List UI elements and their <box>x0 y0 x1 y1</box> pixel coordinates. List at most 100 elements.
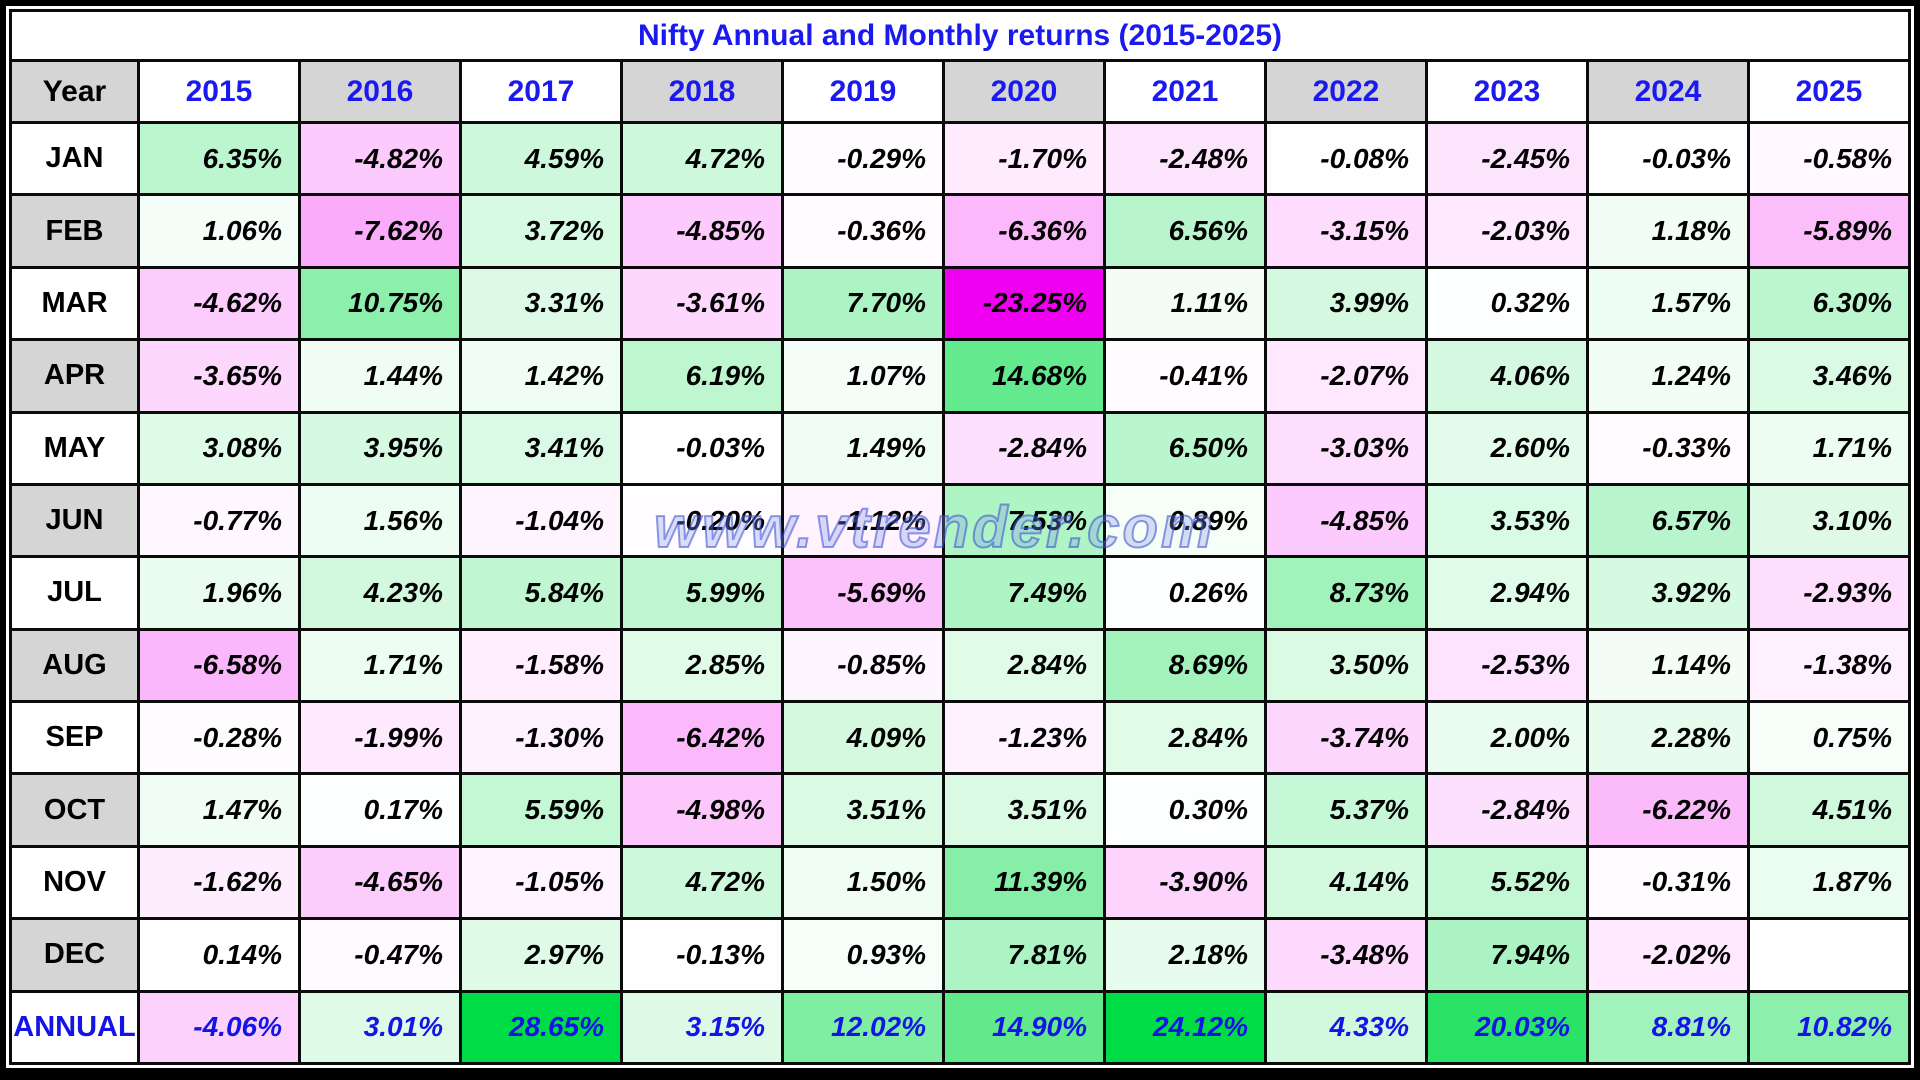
return-cell: 1.11% <box>1103 265 1267 342</box>
return-cell: -4.98% <box>620 772 784 848</box>
return-cell: -5.89% <box>1747 193 1911 269</box>
return-cell: -4.06% <box>137 989 301 1065</box>
return-cell: 7.94% <box>1425 917 1589 993</box>
return-cell: 3.99% <box>1264 265 1428 342</box>
return-cell: -3.65% <box>137 338 301 414</box>
return-cell: 3.41% <box>459 410 623 486</box>
return-cell: 1.57% <box>1586 265 1750 342</box>
return-cell: 0.17% <box>298 772 462 848</box>
return-cell: 3.10% <box>1747 482 1911 559</box>
return-cell: 0.93% <box>781 917 945 993</box>
table-row: MAR -4.62% 10.75% 3.31% -3.61% 7.70% -23.25% 1.… <box>9 265 1911 342</box>
return-cell: 5.59% <box>459 772 623 848</box>
return-cell: -0.13% <box>620 917 784 993</box>
return-cell: 2.28% <box>1586 699 1750 776</box>
return-cell: 6.56% <box>1103 193 1267 269</box>
table-row: MAY 3.08% 3.95% 3.41% -0.03% 1.49% -2.84% 6.50%… <box>9 410 1911 486</box>
return-cell: -4.62% <box>137 265 301 342</box>
return-cell: 5.37% <box>1264 772 1428 848</box>
return-cell: 10.75% <box>298 265 462 342</box>
return-cell: -5.69% <box>781 555 945 631</box>
return-cell: 1.24% <box>1586 338 1750 414</box>
return-cell: -2.45% <box>1425 120 1589 197</box>
month-label-cell: APR <box>9 338 140 414</box>
return-cell: 3.08% <box>137 410 301 486</box>
month-label-cell: AUG <box>9 627 140 704</box>
return-cell: -6.36% <box>942 193 1106 269</box>
return-cell: -0.28% <box>137 699 301 776</box>
return-cell: 0.26% <box>1103 555 1267 631</box>
year-header-cell: 2018 <box>620 59 784 124</box>
returns-heatmap-table: Nifty Annual and Monthly returns (2015-2… <box>9 9 1911 1065</box>
return-cell: -0.29% <box>781 120 945 197</box>
return-cell: 6.19% <box>620 338 784 414</box>
return-cell: -0.31% <box>1586 844 1750 921</box>
table-row: JUL 1.96% 4.23% 5.84% 5.99% -5.69% 7.49% 0.26% 8… <box>9 555 1911 631</box>
return-cell: 3.31% <box>459 265 623 342</box>
year-header-cell: 2015 <box>137 59 301 124</box>
return-cell: 11.39% <box>942 844 1106 921</box>
return-cell: -7.62% <box>298 193 462 269</box>
table-row: OCT 1.47% 0.17% 5.59% -4.98% 3.51% 3.51% 0.30% 5… <box>9 772 1911 848</box>
return-cell: 3.15% <box>620 989 784 1065</box>
return-cell: 7.81% <box>942 917 1106 993</box>
return-cell: 24.12% <box>1103 989 1267 1065</box>
return-cell: 4.51% <box>1747 772 1911 848</box>
return-cell: -1.99% <box>298 699 462 776</box>
month-label-cell: MAR <box>9 265 140 342</box>
return-cell: 1.71% <box>1747 410 1911 486</box>
return-cell: -2.02% <box>1586 917 1750 993</box>
year-header-cell: 2016 <box>298 59 462 124</box>
return-cell: -4.85% <box>1264 482 1428 559</box>
return-cell: 0.30% <box>1103 772 1267 848</box>
return-cell: -3.48% <box>1264 917 1428 993</box>
return-cell: -2.53% <box>1425 627 1589 704</box>
return-cell: 4.14% <box>1264 844 1428 921</box>
return-cell: -2.07% <box>1264 338 1428 414</box>
return-cell: -3.61% <box>620 265 784 342</box>
return-cell: 0.75% <box>1747 699 1911 776</box>
return-cell: -2.93% <box>1747 555 1911 631</box>
return-cell: 1.06% <box>137 193 301 269</box>
return-cell: 1.07% <box>781 338 945 414</box>
return-cell: -0.85% <box>781 627 945 704</box>
return-cell: 7.49% <box>942 555 1106 631</box>
return-cell: 4.23% <box>298 555 462 631</box>
return-cell: -4.82% <box>298 120 462 197</box>
return-cell: 2.94% <box>1425 555 1589 631</box>
return-cell: 3.51% <box>942 772 1106 848</box>
return-cell <box>1747 917 1911 993</box>
return-cell: -1.38% <box>1747 627 1911 704</box>
return-cell: 8.69% <box>1103 627 1267 704</box>
month-label-cell: JAN <box>9 120 140 197</box>
return-cell: 0.14% <box>137 917 301 993</box>
return-cell: 2.00% <box>1425 699 1589 776</box>
return-cell: -3.03% <box>1264 410 1428 486</box>
table-row: SEP -0.28% -1.99% -1.30% -6.42% 4.09% -1.23% 2.… <box>9 699 1911 776</box>
return-cell: 14.90% <box>942 989 1106 1065</box>
title-row: Nifty Annual and Monthly returns (2015-2… <box>9 9 1911 62</box>
year-header-cell: 2020 <box>942 59 1106 124</box>
return-cell: 2.97% <box>459 917 623 993</box>
return-cell: 2.85% <box>620 627 784 704</box>
table-row: NOV -1.62% -4.65% -1.05% 4.72% 1.50% 11.39% -3.… <box>9 844 1911 921</box>
return-cell: 1.18% <box>1586 193 1750 269</box>
return-cell: -0.58% <box>1747 120 1911 197</box>
return-cell: 8.81% <box>1586 989 1750 1065</box>
return-cell: 1.56% <box>298 482 462 559</box>
table-row: ANNUAL -4.06% 3.01% 28.65% 3.15% 12.02% 14.90%… <box>9 989 1911 1065</box>
return-cell: 0.89% <box>1103 482 1267 559</box>
return-cell: 2.18% <box>1103 917 1267 993</box>
return-cell: -1.62% <box>137 844 301 921</box>
return-cell: -0.77% <box>137 482 301 559</box>
return-cell: 1.87% <box>1747 844 1911 921</box>
return-cell: -0.03% <box>1586 120 1750 197</box>
return-cell: 1.50% <box>781 844 945 921</box>
return-cell: 6.30% <box>1747 265 1911 342</box>
return-cell: 2.84% <box>942 627 1106 704</box>
return-cell: -1.04% <box>459 482 623 559</box>
year-header-cell: 2022 <box>1264 59 1428 124</box>
return-cell: -0.08% <box>1264 120 1428 197</box>
year-header-cell: 2023 <box>1425 59 1589 124</box>
return-cell: -2.84% <box>942 410 1106 486</box>
